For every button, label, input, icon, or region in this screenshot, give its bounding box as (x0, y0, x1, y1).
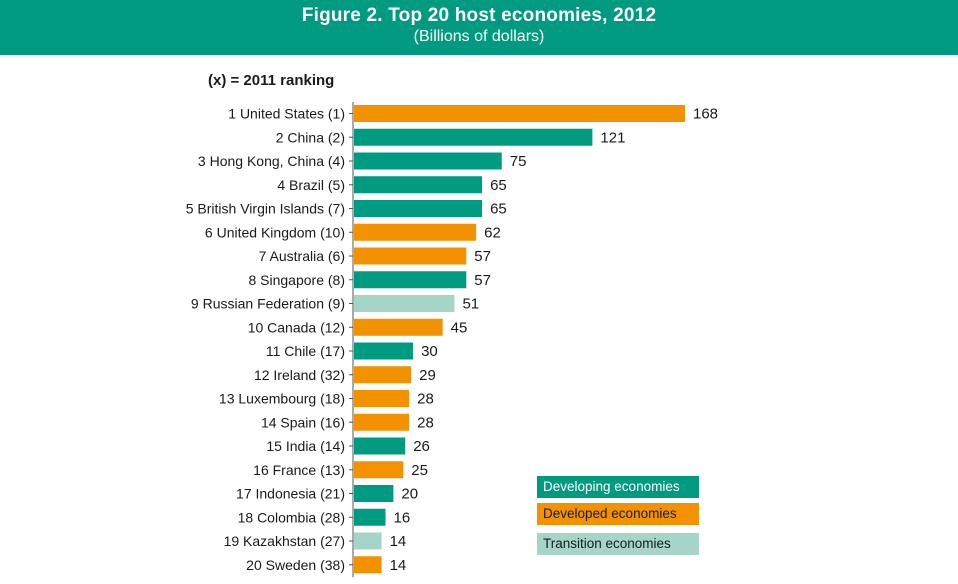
bar (354, 342, 414, 360)
bar (354, 318, 443, 336)
category-label: 11 Chile (17) (266, 343, 345, 359)
figure-title: Figure 2. Top 20 host economies, 2012 (301, 5, 657, 26)
category-label: 10 Canada (12) (248, 319, 345, 335)
figure-header: Figure 2. Top 20 host economies, 2012 (B… (0, 0, 958, 55)
category-label: 9 Russian Federation (9) (191, 296, 345, 312)
value-label: 26 (413, 438, 430, 455)
value-label: 25 (411, 462, 428, 479)
value-label: 51 (462, 296, 479, 313)
category-label: 6 United Kingdom (10) (205, 224, 345, 240)
category-label: 14 Spain (16) (261, 414, 345, 430)
value-label: 168 (693, 106, 718, 123)
value-label: 28 (417, 391, 434, 408)
value-label: 30 (421, 343, 438, 360)
value-label: 121 (600, 129, 625, 146)
category-label: 13 Luxembourg (18) (219, 391, 345, 407)
value-label: 75 (510, 153, 527, 170)
legend-developing: Developing economies (537, 476, 699, 498)
value-label: 16 (394, 509, 411, 526)
bar (354, 105, 685, 122)
category-label: 16 France (13) (253, 462, 345, 478)
bar (354, 390, 410, 407)
bar (354, 128, 593, 146)
bar (354, 200, 483, 217)
category-label: 18 Colombia (28) (238, 509, 345, 525)
bar (354, 461, 404, 479)
value-label: 57 (474, 248, 491, 265)
value-label: 20 (401, 486, 418, 503)
bar (354, 508, 386, 526)
category-label: 20 Sweden (38) (246, 557, 345, 573)
category-label: 3 Hong Kong, China (4) (198, 153, 345, 169)
category-label: 1 United States (1) (228, 106, 345, 122)
value-label: 14 (390, 557, 407, 574)
bar (354, 223, 477, 241)
legend-transition: Transition economies (537, 533, 699, 555)
value-label: 14 (390, 533, 407, 550)
bar (354, 556, 382, 574)
figure-subtitle: (Billions of dollars) (413, 28, 545, 45)
bar (354, 413, 410, 431)
bar (354, 271, 467, 289)
category-label: 8 Singapore (8) (248, 272, 345, 288)
value-label: 65 (490, 177, 507, 194)
value-label: 65 (490, 201, 507, 218)
category-label: 12 Ireland (32) (254, 367, 345, 383)
bar (354, 437, 406, 455)
bar (354, 532, 382, 550)
category-label: 15 India (14) (266, 438, 345, 454)
bar (354, 295, 455, 312)
ranking-note: (x) = 2011 ranking (208, 72, 335, 89)
value-label: 28 (417, 414, 434, 431)
category-label: 2 China (2) (276, 129, 345, 145)
category-label: 4 Brazil (5) (277, 177, 345, 193)
bar (354, 485, 394, 502)
category-label: 5 British Virgin Islands (7) (186, 201, 345, 217)
value-label: 29 (419, 367, 436, 384)
bar (354, 176, 483, 194)
value-label: 62 (484, 224, 501, 241)
bar (354, 366, 412, 384)
category-label: 19 Kazakhstan (27) (224, 533, 345, 549)
legend-developed: Developed economies (537, 503, 699, 525)
category-label: 17 Indonesia (21) (236, 486, 345, 502)
bar (354, 247, 467, 265)
category-label: 7 Australia (6) (259, 248, 345, 264)
bar (354, 152, 502, 170)
value-label: 45 (451, 319, 468, 336)
value-label: 57 (474, 272, 491, 289)
